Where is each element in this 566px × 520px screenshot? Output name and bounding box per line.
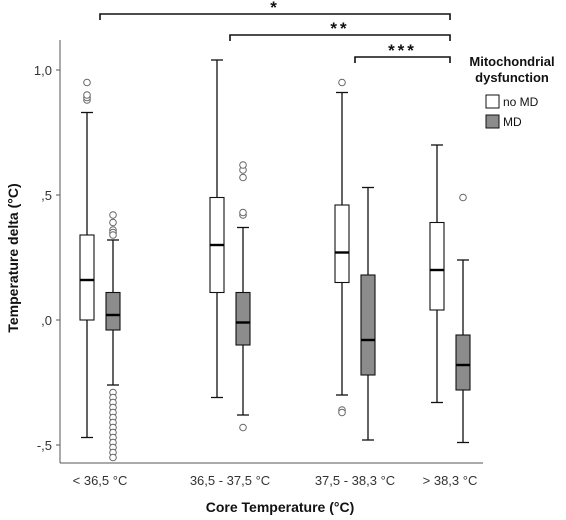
y-tick-label: ,0 [41, 313, 52, 328]
outlier-point [109, 211, 117, 219]
y-tick-label: -,5 [37, 438, 52, 453]
outlier-point [83, 78, 91, 87]
outlier-point [338, 408, 346, 417]
x-tick-label: 36,5 - 37,5 °C [190, 473, 270, 488]
significance-bracket [354, 56, 451, 63]
significance-bracket [99, 13, 451, 20]
box-iqr [429, 221, 445, 311]
significance-label: ** [330, 19, 349, 38]
legend-title: dysfunction [475, 70, 549, 85]
legend-swatch [485, 94, 500, 109]
significance-label: *** [388, 41, 417, 60]
outlier-point [239, 173, 247, 182]
box-no-md [429, 144, 445, 404]
box-iqr [455, 334, 471, 391]
box-no-md [79, 78, 95, 439]
outlier-point [338, 78, 346, 87]
x-axis-title: Core Temperature (°C) [206, 499, 354, 515]
box-iqr [235, 291, 251, 346]
y-tick-label: 1,0 [34, 63, 52, 78]
x-tick-label: 37,5 - 38,3 °C [315, 473, 395, 488]
outlier-point [239, 161, 247, 169]
significance-bracket [229, 34, 451, 41]
box-no-md [209, 59, 225, 399]
outlier-point [109, 218, 117, 227]
y-tick-label: ,5 [41, 188, 52, 203]
box-md [235, 161, 251, 432]
legend-title: Mitochondrial [469, 54, 554, 69]
box-md [455, 193, 471, 444]
box-iqr [360, 274, 376, 376]
outlier-point [459, 193, 467, 202]
outlier-point [109, 453, 117, 462]
plot-area: -,5 ,0 ,5 1,0 < 36,5 °C 36,5 - 37,5 °C 37,5 - … [34, 40, 483, 488]
significance-label: * [270, 0, 280, 17]
legend-swatch [485, 114, 500, 129]
legend-label: MD [503, 115, 522, 129]
outlier-point [109, 231, 117, 239]
outlier-point [239, 423, 247, 432]
outlier-point [83, 91, 91, 99]
box-md [105, 211, 121, 462]
legend-label: no MD [503, 95, 539, 109]
box-iqr [79, 234, 95, 321]
box-no-md [334, 78, 350, 417]
outlier-point [239, 208, 247, 217]
box-iqr [105, 291, 121, 331]
box-md [360, 186, 376, 441]
y-axis-title: Temperature delta (°C) [5, 183, 21, 332]
x-tick-label: < 36,5 °C [73, 473, 128, 488]
x-tick-label: > 38,3 °C [423, 473, 478, 488]
box-iqr [334, 204, 350, 284]
significance-brackets: ****** [99, 0, 451, 63]
